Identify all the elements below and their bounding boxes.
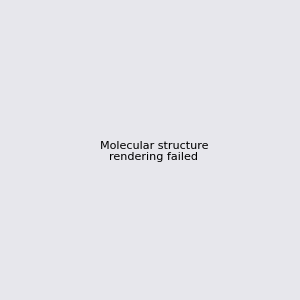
Text: Molecular structure
rendering failed: Molecular structure rendering failed xyxy=(100,141,208,162)
